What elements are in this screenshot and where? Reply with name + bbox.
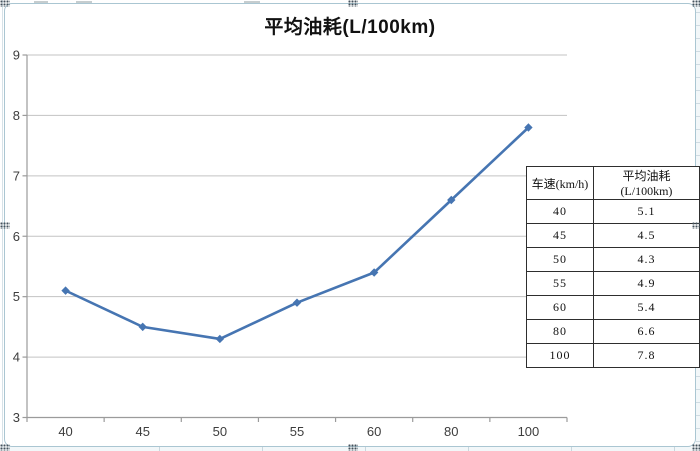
chart-title[interactable]: 平均油耗(L/100km) <box>264 17 436 38</box>
svg-text:40: 40 <box>58 424 72 439</box>
resize-handle-top-left[interactable] <box>0 0 10 7</box>
table-cell: 50 <box>526 247 594 272</box>
svg-text:7: 7 <box>13 168 20 183</box>
svg-text:55: 55 <box>290 424 304 439</box>
table-cell: 5.4 <box>592 295 700 320</box>
sheet-text-remnant <box>34 1 48 3</box>
svg-text:45: 45 <box>135 424 149 439</box>
svg-text:100: 100 <box>518 424 540 439</box>
sheet-text-remnant <box>244 1 260 3</box>
table-column-header: 车速(km/h) <box>526 166 594 200</box>
resize-handle-middle-right[interactable] <box>692 222 700 229</box>
table-row: 100 7.8 <box>526 343 700 368</box>
table-cell: 5.1 <box>592 199 700 224</box>
table-cell: 6.6 <box>592 319 700 344</box>
resize-handle-bottom-left[interactable] <box>0 444 10 451</box>
svg-text:80: 80 <box>444 424 458 439</box>
svg-text:5: 5 <box>13 289 20 304</box>
table-row: 55 4.9 <box>526 271 700 296</box>
resize-handle-bottom-right[interactable] <box>692 444 700 451</box>
svg-text:50: 50 <box>213 424 227 439</box>
resize-handle-top-center[interactable] <box>348 0 358 7</box>
resize-handle-middle-left[interactable] <box>0 222 10 229</box>
table-cell: 80 <box>526 319 594 344</box>
table-cell: 100 <box>526 343 594 368</box>
svg-text:60: 60 <box>367 424 381 439</box>
chart-data-table[interactable]: 车速(km/h) 平均油耗(L/100km) 40 5.1 45 4.5 50 4.3 55 4… <box>526 166 700 368</box>
table-cell: 7.8 <box>592 343 700 368</box>
table-row: 80 6.6 <box>526 319 700 344</box>
table-column-header: 平均油耗(L/100km) <box>592 166 700 200</box>
table-cell: 45 <box>526 223 594 248</box>
sheet-text-remnant <box>76 1 92 3</box>
table-cell: 4.5 <box>592 223 700 248</box>
table-cell: 60 <box>526 295 594 320</box>
table-header-row: 车速(km/h) 平均油耗(L/100km) <box>526 166 700 200</box>
table-row: 50 4.3 <box>526 247 700 272</box>
table-row: 45 4.5 <box>526 223 700 248</box>
resize-handle-bottom-center[interactable] <box>348 444 358 451</box>
table-cell: 4.9 <box>592 271 700 296</box>
table-row: 60 5.4 <box>526 295 700 320</box>
table-cell: 40 <box>526 199 594 224</box>
resize-handle-top-right[interactable] <box>692 0 700 7</box>
svg-text:3: 3 <box>13 410 20 425</box>
table-cell: 4.3 <box>592 247 700 272</box>
table-cell: 55 <box>526 271 594 296</box>
svg-text:6: 6 <box>13 229 20 244</box>
svg-text:4: 4 <box>13 350 20 365</box>
table-row: 40 5.1 <box>526 199 700 224</box>
svg-text:9: 9 <box>13 48 20 63</box>
svg-text:8: 8 <box>13 108 20 123</box>
